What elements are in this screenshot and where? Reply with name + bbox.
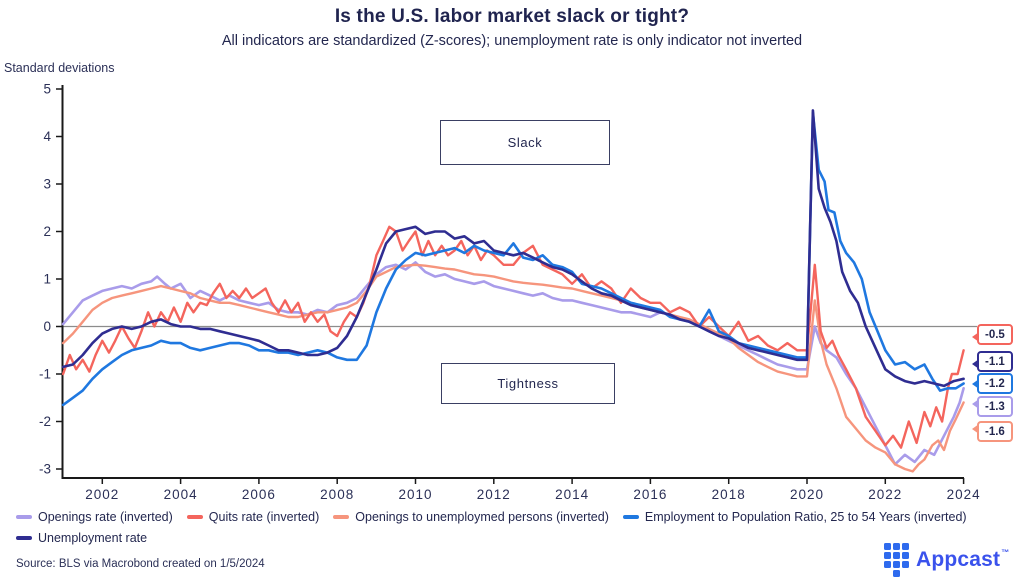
callout-value: -1.3: [985, 401, 1005, 413]
end-value-callout: -1.6: [972, 421, 1013, 442]
x-tick-label: 2008: [320, 487, 354, 502]
y-tick-label: 5: [43, 82, 51, 97]
end-value-callout: -1.1: [972, 351, 1013, 372]
y-axis-label: Standard deviations: [4, 61, 115, 75]
legend-swatch-icon: [333, 515, 350, 519]
legend-swatch-icon: [622, 515, 639, 519]
source-note: Source: BLS via Macrobond created on 1/5…: [16, 558, 265, 570]
end-value-callouts: -0.5 -1.1 -1.2 -1.3 -1.6: [972, 0, 1023, 582]
legend-label: Quits rate (inverted): [208, 510, 320, 524]
series-line-unemployment-rate: [61, 109, 965, 388]
logo-square: [884, 552, 891, 559]
callout-tail: [972, 332, 979, 342]
y-tick-label: -3: [39, 462, 51, 477]
x-tick-label: 2012: [477, 487, 511, 502]
legend-swatch-icon: [186, 515, 203, 519]
slack-label: Slack: [507, 135, 543, 150]
legend-row: Unemployment rate: [16, 531, 1016, 545]
legend-row: Openings rate (inverted) Quits rate (inve…: [16, 510, 1016, 524]
x-tick-label: 2024: [947, 487, 981, 502]
legend-item: Unemployment rate: [16, 531, 147, 545]
x-tick-label: 2010: [398, 487, 432, 502]
callout-value: -0.5: [985, 329, 1005, 341]
legend-item: Quits rate (inverted): [186, 510, 320, 524]
legend-label: Openings to unemploymed persons (inverte…: [355, 510, 609, 524]
y-tick-label: 1: [43, 272, 51, 287]
y-tick-label: 3: [43, 177, 51, 192]
x-tick-label: 2002: [85, 487, 119, 502]
logo-square: [893, 552, 900, 559]
x-tick-label: 2020: [790, 487, 824, 502]
logo-square: [893, 570, 900, 577]
legend-swatch-icon: [16, 536, 32, 540]
callout-tail: [972, 399, 979, 409]
callout-tail: [972, 359, 979, 369]
series-line-openings-to-unemployed: [61, 263, 965, 473]
end-value-callout: -0.5: [972, 324, 1013, 345]
slack-annotation-box: Slack: [440, 120, 610, 165]
callout-tail: [972, 378, 979, 389]
x-tick-label: 2014: [555, 487, 589, 502]
legend-item: Openings to unemploymed persons (inverte…: [333, 510, 609, 524]
legend-swatch-icon: [16, 515, 32, 519]
tightness-label: Tightness: [497, 376, 559, 391]
series-line-emp-pop-ratio: [61, 111, 965, 407]
legend-label: Openings rate (inverted): [38, 510, 173, 524]
legend-label: Unemployment rate: [38, 531, 148, 545]
logo-square: [893, 543, 900, 550]
y-tick-label: 4: [43, 129, 51, 144]
callout-value: -1.2: [985, 378, 1005, 390]
legend-item: Openings rate (inverted): [16, 510, 173, 524]
logo-square: [893, 561, 900, 568]
end-value-callout: -1.2: [972, 373, 1013, 394]
legend: Openings rate (inverted) Quits rate (inve…: [16, 510, 1016, 552]
x-tick-label: 2004: [164, 487, 198, 502]
y-tick-label: -2: [39, 414, 51, 429]
series-line-quits-rate: [61, 225, 965, 449]
logo-gap: [884, 570, 891, 577]
callout-value: -1.1: [985, 356, 1005, 368]
callout-value: -1.6: [985, 426, 1005, 438]
appcast-logo: Appcast™: [884, 543, 1009, 577]
x-tick-label: 2016: [633, 487, 667, 502]
legend-label: Employment to Population Ratio, 25 to 54…: [644, 510, 967, 524]
logo-square: [902, 552, 909, 559]
x-tick-label: 2006: [242, 487, 276, 502]
y-tick-label: 0: [43, 319, 51, 334]
y-tick-label: -1: [39, 367, 51, 382]
logo-square: [902, 561, 909, 568]
appcast-logo-text: Appcast™: [916, 548, 1010, 571]
trademark-symbol: ™: [1001, 548, 1010, 557]
logo-square: [884, 561, 891, 568]
logo-square: [884, 543, 891, 550]
x-tick-label: 2018: [712, 487, 746, 502]
chart-title: Is the U.S. labor market slack or tight?: [334, 6, 690, 27]
tightness-annotation-box: Tightness: [441, 363, 615, 404]
chart-subtitle: All indicators are standardized (Z-score…: [221, 33, 803, 49]
x-tick-label: 2022: [868, 487, 902, 502]
appcast-logo-icon: [884, 543, 909, 577]
callout-tail: [972, 424, 979, 434]
logo-gap: [902, 570, 909, 577]
logo-square: [902, 543, 909, 550]
legend-item: Employment to Population Ratio, 25 to 54…: [622, 510, 967, 524]
end-value-callout: -1.3: [972, 396, 1013, 417]
y-tick-label: 2: [43, 224, 51, 239]
